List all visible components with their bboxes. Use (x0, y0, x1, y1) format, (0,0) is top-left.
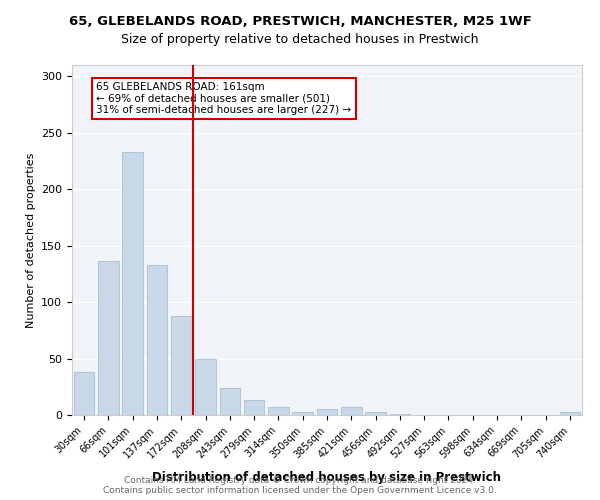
Bar (341, 407, 362, 415)
Text: Size of property relative to detached houses in Prestwich: Size of property relative to detached ho… (121, 32, 479, 46)
Text: Contains public sector information licensed under the Open Government Licence v3: Contains public sector information licen… (103, 486, 497, 495)
Bar (122, 152, 143, 415)
Bar (74, 372, 94, 415)
Bar (365, 412, 386, 415)
Bar (389, 414, 410, 415)
Bar (244, 400, 265, 415)
Bar (220, 388, 240, 415)
Bar (292, 412, 313, 415)
Bar (98, 262, 119, 415)
Text: 65 GLEBELANDS ROAD: 161sqm
← 69% of detached houses are smaller (501)
31% of sem: 65 GLEBELANDS ROAD: 161sqm ← 69% of deta… (96, 82, 352, 115)
Bar (146, 265, 167, 415)
Bar (317, 410, 337, 415)
Bar (171, 316, 191, 415)
Bar (560, 412, 580, 415)
Text: Contains HM Land Registry data © Crown copyright and database right 2024.: Contains HM Land Registry data © Crown c… (124, 476, 476, 485)
X-axis label: Distribution of detached houses by size in Prestwich: Distribution of detached houses by size … (152, 471, 502, 484)
Bar (195, 358, 216, 415)
Y-axis label: Number of detached properties: Number of detached properties (26, 152, 35, 328)
Bar (268, 407, 289, 415)
Text: 65, GLEBELANDS ROAD, PRESTWICH, MANCHESTER, M25 1WF: 65, GLEBELANDS ROAD, PRESTWICH, MANCHEST… (68, 15, 532, 28)
